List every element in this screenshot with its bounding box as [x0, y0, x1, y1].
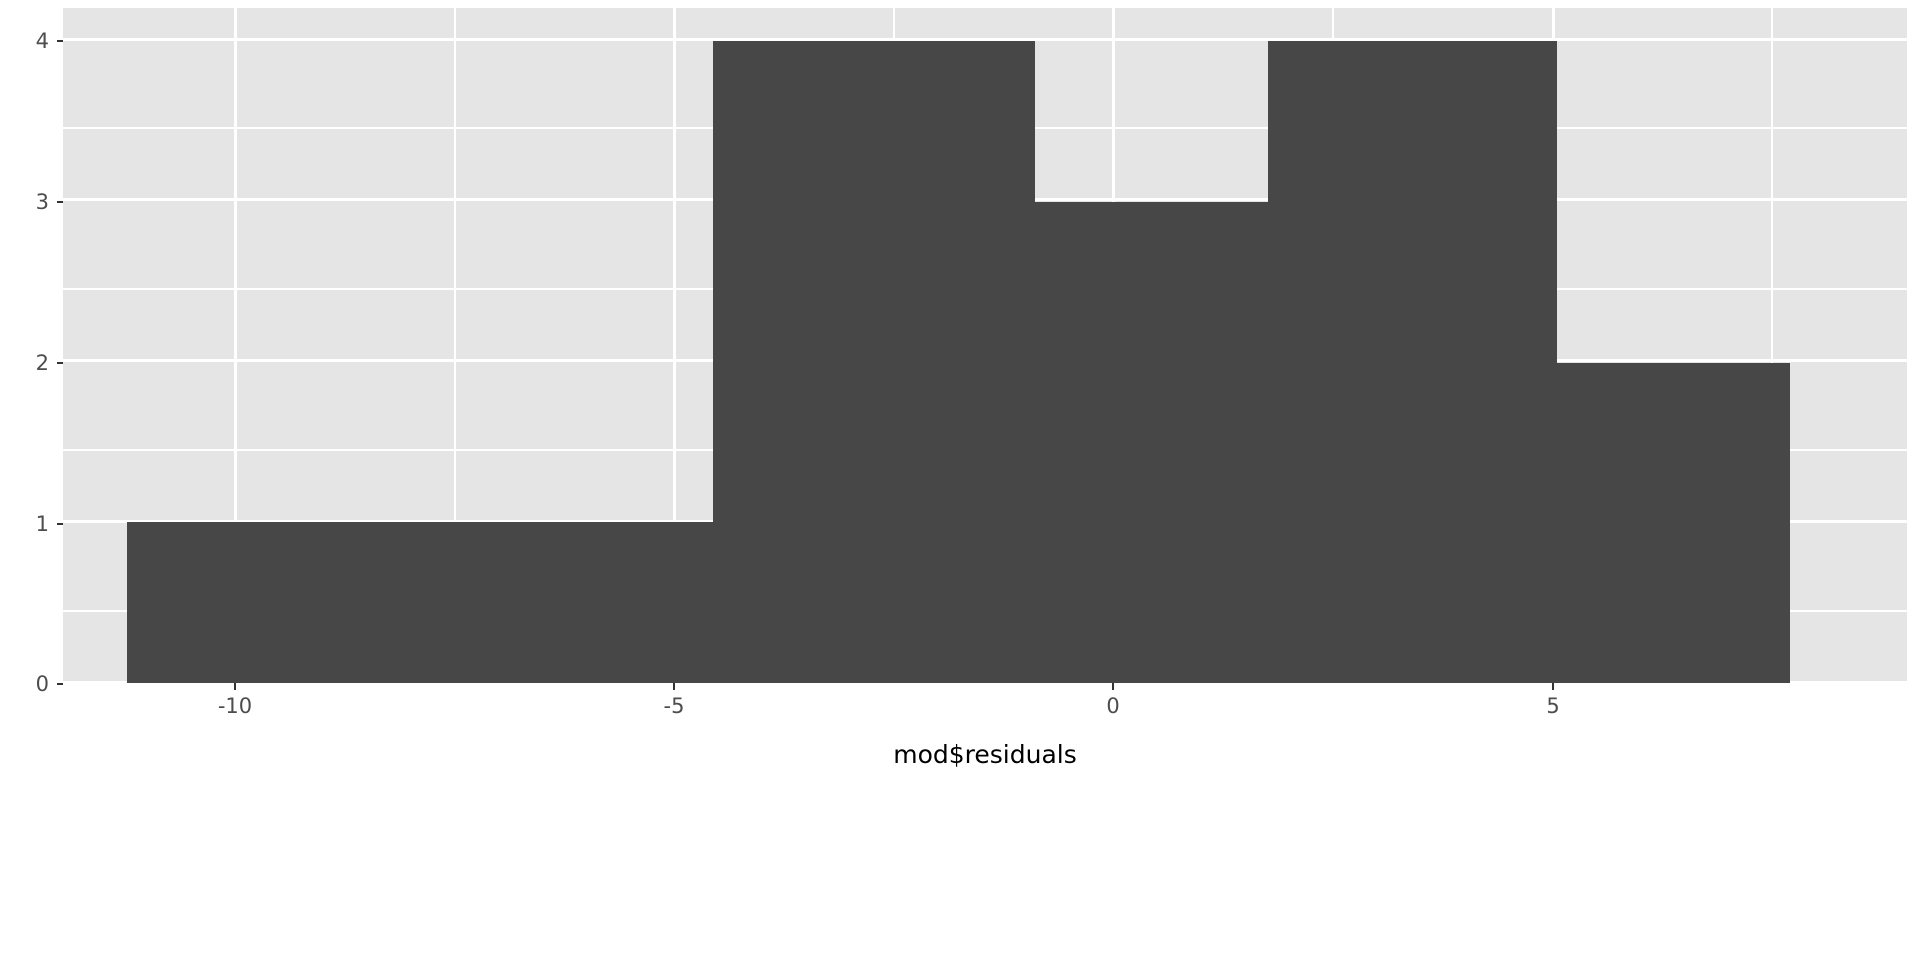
plot-panel	[63, 8, 1907, 683]
x-tick-label-0: 0	[1106, 694, 1120, 718]
y-tick-mark-1	[57, 523, 63, 525]
y-tick-label-2: 2	[35, 351, 49, 375]
grid-major-v--5	[673, 8, 676, 683]
x-axis: -10 -5 0 5	[63, 683, 1907, 743]
x-tick-label--5: -5	[663, 694, 685, 718]
histogram-bar-1[interactable]	[127, 522, 580, 683]
y-tick-mark-3	[57, 201, 63, 203]
y-tick-label-1: 1	[35, 512, 49, 536]
histogram-bar-7[interactable]	[1557, 363, 1790, 683]
x-tick-label-5: 5	[1546, 694, 1560, 718]
x-tick-mark-5	[1552, 683, 1554, 690]
y-tick-mark-4	[57, 40, 63, 42]
histogram-bar-3[interactable]	[713, 41, 808, 683]
grid-major-h-4	[63, 38, 1907, 41]
x-axis-title: mod$residuals	[893, 740, 1077, 769]
x-tick-mark--5	[673, 683, 675, 690]
x-tick-label--10: -10	[217, 694, 253, 718]
grid-minor-v--7.5	[454, 8, 456, 683]
grid-major-v--10	[234, 8, 237, 683]
y-tick-label-3: 3	[35, 190, 49, 214]
y-tick-mark-0	[57, 683, 63, 685]
x-tick-mark-0	[1112, 683, 1114, 690]
histogram-bar-2[interactable]	[580, 522, 713, 683]
y-axis: 4 3 2 1 0	[0, 8, 63, 696]
histogram-bar-5[interactable]	[1035, 202, 1268, 683]
histogram-bar-4[interactable]	[808, 41, 1035, 683]
y-tick-label-4: 4	[35, 29, 49, 53]
x-tick-mark--10	[234, 683, 236, 690]
y-tick-mark-2	[57, 362, 63, 364]
histogram-bar-6[interactable]	[1268, 41, 1557, 683]
y-tick-label-0: 0	[35, 672, 49, 696]
grid-minor-v-7.5	[1771, 8, 1773, 683]
